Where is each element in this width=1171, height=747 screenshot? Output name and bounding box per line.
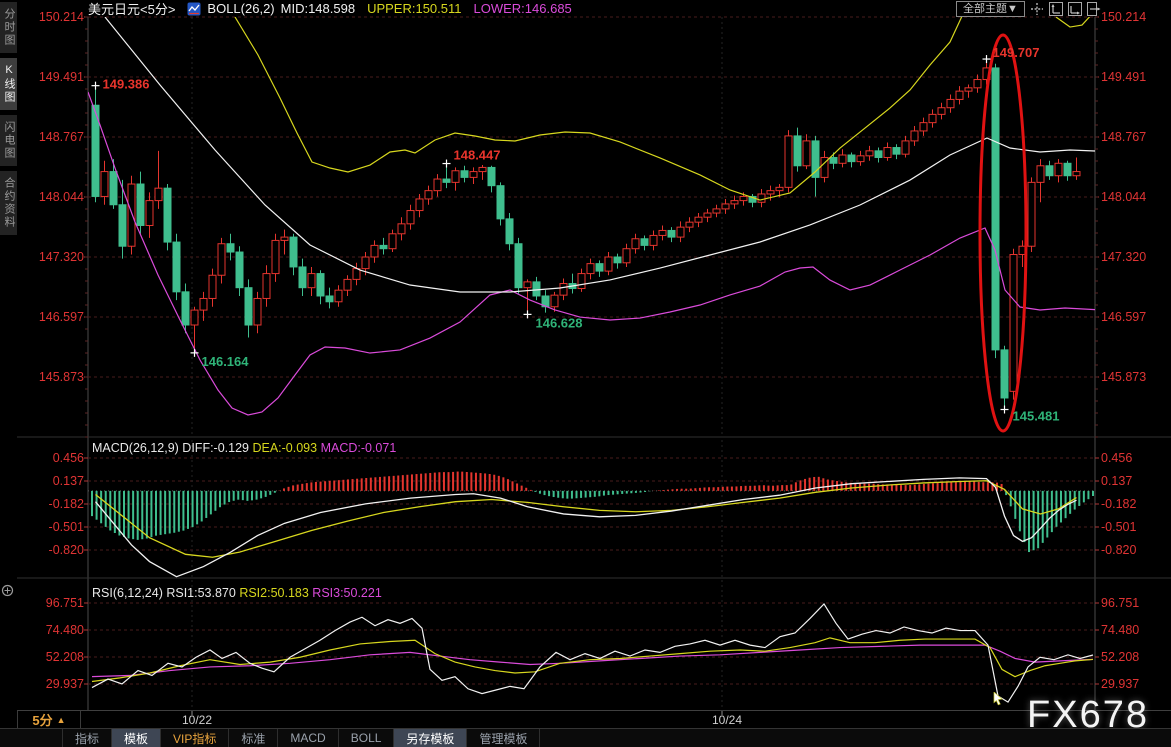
svg-text:-0.501: -0.501 xyxy=(1101,520,1136,534)
svg-text:74.480: 74.480 xyxy=(46,623,84,637)
tab-4[interactable]: MACD xyxy=(278,729,339,747)
svg-text:RSI(6,12,24) RSI1:53.870 RSI2: RSI(6,12,24) RSI1:53.870 RSI2:50.183 RSI… xyxy=(92,586,382,600)
interval-selector[interactable]: 5分 ▲ xyxy=(17,711,81,728)
header-toolbar: 全部主题▼ xyxy=(956,1,1101,17)
boll-lower-value: LOWER:146.685 xyxy=(473,1,572,16)
svg-text:148.044: 148.044 xyxy=(1101,190,1146,204)
svg-text:-0.820: -0.820 xyxy=(1101,543,1136,557)
boll-upper-value: UPPER:150.511 xyxy=(367,1,462,16)
zoom-x-icon[interactable] xyxy=(1067,2,1082,16)
svg-text:146.597: 146.597 xyxy=(1101,310,1146,324)
sidebar-item-1[interactable]: K线图 xyxy=(0,58,17,110)
boll-mid-value: MID:148.598 xyxy=(280,1,356,16)
move-icon[interactable] xyxy=(1030,2,1044,16)
svg-text:145.481: 145.481 xyxy=(1013,409,1060,424)
svg-text:149.491: 149.491 xyxy=(39,70,84,84)
svg-text:52.208: 52.208 xyxy=(46,650,84,664)
boll-indicator-label: BOLL(26,2) xyxy=(207,1,275,16)
svg-text:52.208: 52.208 xyxy=(1101,650,1139,664)
chart-type-sidebar: 分时图 K线图闪电图合约资料 xyxy=(0,2,17,235)
svg-text:148.044: 148.044 xyxy=(39,190,84,204)
tab-5[interactable]: BOLL xyxy=(339,729,395,747)
mini-chart-icon[interactable] xyxy=(187,2,201,16)
svg-text:147.320: 147.320 xyxy=(39,250,84,264)
svg-text:145.873: 145.873 xyxy=(39,370,84,384)
sidebar-item-0[interactable]: 分时图 xyxy=(0,2,17,53)
pan-right-icon[interactable] xyxy=(1086,2,1101,16)
theme-dropdown[interactable]: 全部主题▼ xyxy=(956,1,1025,17)
symbol-title: 美元日元<5分> xyxy=(88,2,176,17)
interval-arrow-icon: ▲ xyxy=(56,714,66,725)
svg-text:0.137: 0.137 xyxy=(1101,474,1132,488)
pane-settings-icon[interactable] xyxy=(1,584,14,597)
svg-text:148.767: 148.767 xyxy=(1101,130,1146,144)
svg-text:0.456: 0.456 xyxy=(1101,451,1132,465)
svg-text:150.214: 150.214 xyxy=(1101,10,1146,24)
mouse-cursor-icon xyxy=(993,692,1003,706)
svg-text:146.597: 146.597 xyxy=(39,310,84,324)
svg-text:-0.182: -0.182 xyxy=(49,497,84,511)
tab-3[interactable]: 标准 xyxy=(229,729,279,747)
sidebar-item-3[interactable]: 合约资料 xyxy=(0,171,17,235)
svg-text:149.386: 149.386 xyxy=(103,77,150,92)
svg-text:10/24: 10/24 xyxy=(712,713,742,727)
svg-text:148.767: 148.767 xyxy=(39,130,84,144)
svg-text:74.480: 74.480 xyxy=(1101,623,1139,637)
svg-text:96.751: 96.751 xyxy=(1101,596,1139,610)
svg-text:150.214: 150.214 xyxy=(39,10,84,24)
svg-text:146.164: 146.164 xyxy=(202,354,250,369)
svg-text:29.937: 29.937 xyxy=(46,677,84,691)
bottom-tab-bar: 指标 模板 VIP指标 标准 MACD BOLL 另存模板 管理模板 xyxy=(0,728,1171,747)
svg-text:146.628: 146.628 xyxy=(536,315,583,330)
chart-header: 美元日元<5分> BOLL(26,2) MID:148.598 UPPER:15… xyxy=(88,0,572,17)
tab-6[interactable]: 另存模板 xyxy=(394,729,468,747)
svg-text:29.937: 29.937 xyxy=(1101,677,1139,691)
tab-7[interactable]: 管理模板 xyxy=(467,729,541,747)
svg-text:-0.501: -0.501 xyxy=(49,520,84,534)
svg-text:149.707: 149.707 xyxy=(993,45,1040,60)
svg-text:-0.182: -0.182 xyxy=(1101,497,1136,511)
tab-2[interactable]: VIP指标 xyxy=(161,729,230,747)
svg-text:0.137: 0.137 xyxy=(53,474,84,488)
sidebar-item-2[interactable]: 闪电图 xyxy=(0,115,17,166)
svg-text:10/22: 10/22 xyxy=(182,713,212,727)
svg-text:0.456: 0.456 xyxy=(53,451,84,465)
tab-0[interactable]: 指标 xyxy=(62,729,113,747)
svg-text:148.447: 148.447 xyxy=(454,148,501,163)
svg-text:145.873: 145.873 xyxy=(1101,370,1146,384)
svg-text:MACD(26,12,9) DIFF:-0.129 DEA: MACD(26,12,9) DIFF:-0.129 DEA:-0.093 MAC… xyxy=(92,441,396,455)
interval-label: 5分 xyxy=(32,713,53,728)
zoom-y-icon[interactable] xyxy=(1048,2,1063,16)
tab-1[interactable]: 模板 xyxy=(112,729,162,747)
svg-text:149.491: 149.491 xyxy=(1101,70,1146,84)
svg-text:147.320: 147.320 xyxy=(1101,250,1146,264)
svg-text:-0.820: -0.820 xyxy=(49,543,84,557)
svg-text:96.751: 96.751 xyxy=(46,596,84,610)
